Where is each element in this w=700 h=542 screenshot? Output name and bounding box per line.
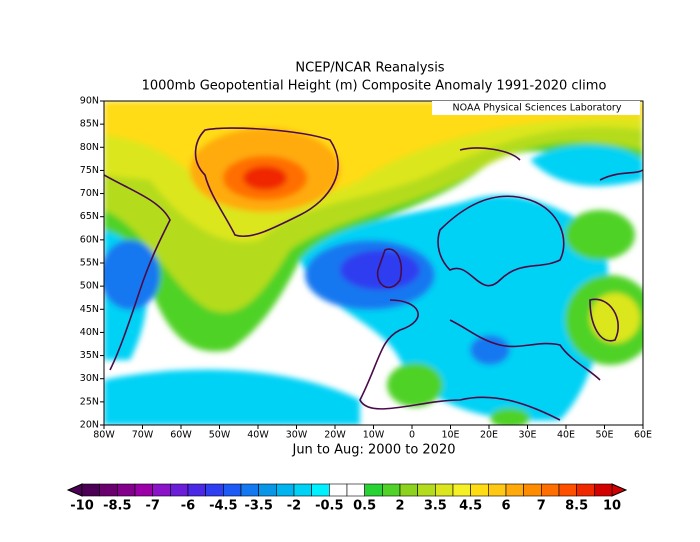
lon-label: 40E — [557, 430, 575, 441]
lon-label: 70W — [132, 430, 154, 441]
colorbar-box — [329, 483, 348, 497]
lon-label: 20W — [324, 430, 346, 441]
colorbar-box — [99, 483, 118, 497]
colorbar-label: -2 — [287, 499, 301, 514]
lat-label: 25N — [80, 396, 99, 407]
colorbar-box — [152, 483, 171, 497]
colorbar-box — [293, 483, 312, 497]
colorbar-label: -6 — [181, 499, 195, 514]
colorbar-box — [187, 483, 206, 497]
lat-label: 70N — [80, 188, 99, 199]
lon-label: 10W — [363, 430, 385, 441]
colorbar-box — [382, 483, 401, 497]
lat-label: 50N — [80, 281, 99, 292]
colorbar-box — [117, 483, 136, 497]
lat-label: 90N — [80, 96, 99, 107]
lat-label: 40N — [80, 327, 99, 338]
subtitle: 1000mb Geopotential Height (m) Composite… — [142, 79, 607, 94]
lon-label: 30W — [286, 430, 308, 441]
lat-label: 65N — [80, 211, 99, 222]
colorbar-box — [346, 483, 365, 497]
colorbar-box — [594, 483, 613, 497]
colorbar-label: -7 — [145, 499, 159, 514]
lat-label: 60N — [80, 234, 99, 245]
colorbar-box — [558, 483, 577, 497]
lat-label: 75N — [80, 165, 99, 176]
colorbar-label: 8.5 — [565, 499, 588, 514]
lat-label: 80N — [80, 142, 99, 153]
lon-label: 60W — [170, 430, 192, 441]
colorbar-box — [417, 483, 436, 497]
colorbar-box — [541, 483, 560, 497]
colorbar-label: -4.5 — [209, 499, 237, 514]
colorbar-box — [223, 483, 242, 497]
colorbar-label: -3.5 — [244, 499, 272, 514]
colorbar-box — [364, 483, 383, 497]
lon-label: 30E — [518, 430, 536, 441]
lat-label: 20N — [80, 420, 99, 431]
colorbar-box — [435, 483, 454, 497]
lat-label: 85N — [80, 119, 99, 130]
lon-label: 80W — [93, 430, 115, 441]
colorbar-label: 10 — [603, 499, 621, 514]
lat-label: 55N — [80, 258, 99, 269]
colorbar-box — [81, 483, 100, 497]
colorbar-box — [399, 483, 418, 497]
colorbar-box — [523, 483, 542, 497]
colorbar-arrow-high — [611, 483, 628, 497]
colorbar-box — [258, 483, 277, 497]
lon-label: 50E — [595, 430, 613, 441]
colorbar-box — [240, 483, 259, 497]
colorbar-box — [470, 483, 489, 497]
colorbar-label: -0.5 — [315, 499, 343, 514]
colorbar-arrow-low — [66, 483, 83, 497]
credit: NOAA Physical Sciences Laboratory — [453, 103, 622, 114]
lon-label: 0 — [409, 430, 415, 441]
colorbar-box — [170, 483, 189, 497]
colorbar-label: -10 — [70, 499, 94, 514]
lat-label: 45N — [80, 304, 99, 315]
lat-label: 35N — [80, 350, 99, 361]
colorbar-box — [505, 483, 524, 497]
colorbar-box — [276, 483, 295, 497]
period: Jun to Aug: 2000 to 2020 — [291, 443, 455, 458]
colorbar-label: 4.5 — [459, 499, 482, 514]
lon-label: 40W — [247, 430, 269, 441]
colorbar-label: 2 — [395, 499, 404, 514]
lon-label: 50W — [209, 430, 231, 441]
colorbar-box — [576, 483, 595, 497]
colorbar-label: 0.5 — [353, 499, 376, 514]
colorbar-box — [488, 483, 507, 497]
colorbar-label: 6 — [501, 499, 510, 514]
colorbar-box — [452, 483, 471, 497]
credit-box — [432, 101, 640, 115]
lon-label: 10E — [441, 430, 459, 441]
colorbar-box — [134, 483, 153, 497]
lon-label: 60E — [634, 430, 652, 441]
colorbar-label: 3.5 — [424, 499, 447, 514]
lat-label: 30N — [80, 373, 99, 384]
title: NCEP/NCAR Reanalysis — [295, 61, 444, 76]
colorbar-label: 7 — [537, 499, 546, 514]
lon-label: 20E — [480, 430, 498, 441]
colorbar-label: -8.5 — [103, 499, 131, 514]
map-field — [104, 101, 643, 425]
colorbar-box — [311, 483, 330, 497]
colorbar-box — [205, 483, 224, 497]
